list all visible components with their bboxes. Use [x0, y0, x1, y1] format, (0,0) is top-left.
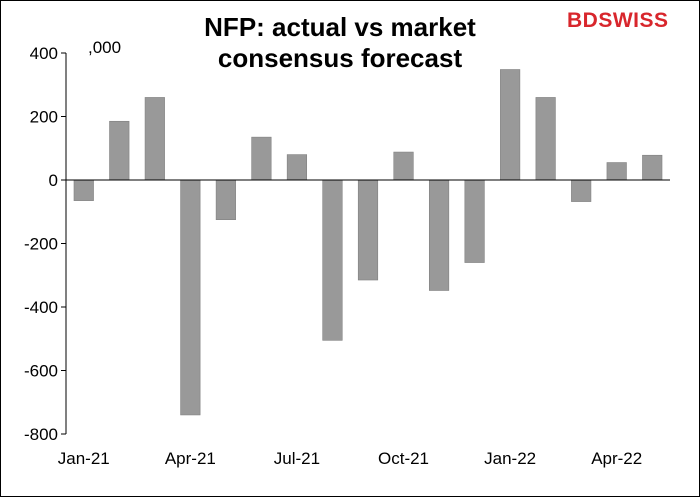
bar-Mar-22 [571, 179, 592, 202]
y-tick-label: -600 [24, 362, 58, 381]
bar-Aug-21 [322, 179, 343, 341]
bar-May-22 [642, 154, 663, 181]
units-label: ,000 [88, 38, 122, 57]
x-tick-label: Apr-21 [165, 449, 216, 468]
bar-Jun-21 [251, 136, 272, 181]
chart-title: NFP: actual vs market consensus forecast [130, 12, 550, 74]
bar-Apr-21 [180, 179, 201, 416]
logo-swiss-text: SWISS [598, 9, 669, 32]
y-tick-label: 400 [30, 44, 58, 63]
bdswiss-logo: BDSWISS [567, 9, 669, 33]
bar-Feb-21 [109, 120, 130, 181]
y-tick-label: 0 [49, 171, 58, 190]
bar-Dec-21 [464, 179, 485, 263]
chart-title-line-1: NFP: actual vs market [204, 12, 476, 42]
y-tick-label: -200 [24, 235, 58, 254]
y-tick-label: -400 [24, 298, 58, 317]
logo-bd-text: BD [567, 9, 599, 32]
bar-Nov-21 [428, 179, 450, 291]
bar-Jul-21 [286, 154, 308, 181]
bar-Sep-21 [357, 179, 379, 281]
bar-Oct-21 [393, 151, 414, 181]
x-tick-label: Jan-22 [484, 449, 536, 468]
bar-Jan-21 [73, 179, 94, 201]
x-tick-label: Oct-21 [378, 449, 429, 468]
y-tick-label: -800 [24, 425, 58, 444]
chart-title-line-2: consensus forecast [217, 43, 463, 73]
bar-Jan-22 [500, 69, 521, 181]
x-tick-label: Jan-21 [58, 449, 110, 468]
y-tick-label: 200 [30, 108, 58, 127]
bar-Apr-22 [606, 162, 627, 181]
x-tick-label: Jul-21 [274, 449, 320, 468]
bar-Mar-21 [144, 97, 165, 181]
bar-Feb-22 [535, 97, 556, 181]
bar-May-21 [215, 179, 236, 220]
x-tick-label: Apr-22 [591, 449, 642, 468]
